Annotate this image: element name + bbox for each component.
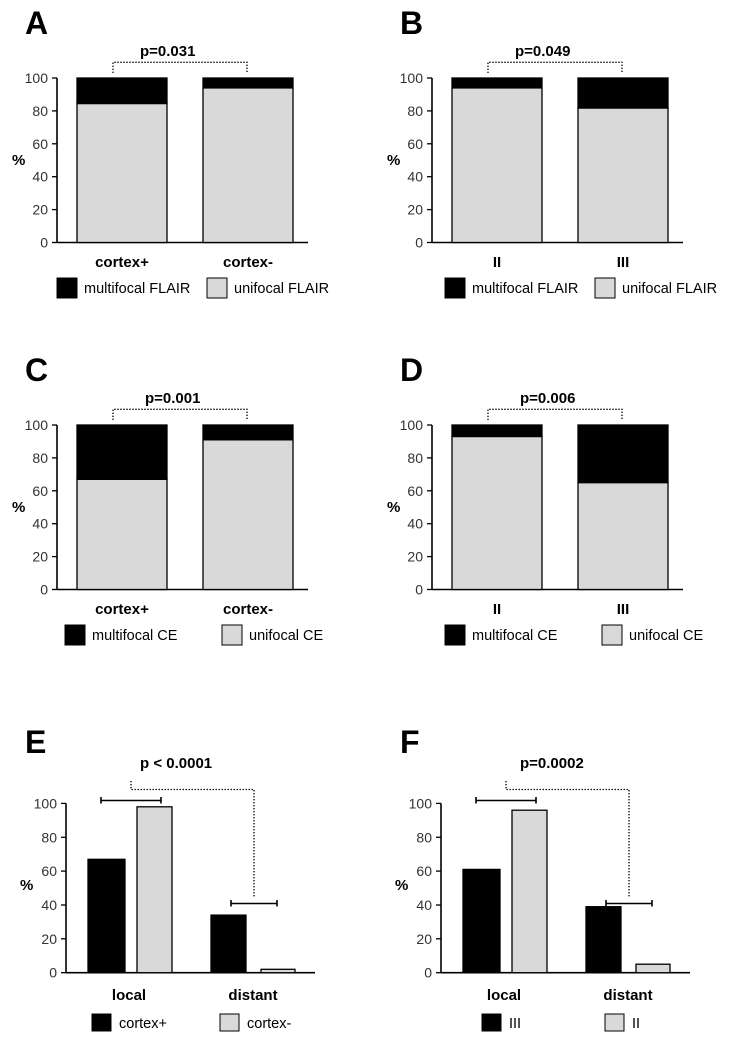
svg-text:80: 80 <box>416 829 432 845</box>
svg-text:multifocal CE: multifocal CE <box>472 628 558 644</box>
svg-text:60: 60 <box>407 136 423 152</box>
svg-text:p=0.049: p=0.049 <box>515 43 570 60</box>
svg-text:20: 20 <box>407 549 423 565</box>
svg-text:III: III <box>509 1016 521 1032</box>
svg-text:local: local <box>487 987 521 1004</box>
svg-text:cortex+: cortex+ <box>119 1016 167 1032</box>
svg-text:0: 0 <box>415 235 423 251</box>
svg-text:F: F <box>400 724 420 760</box>
svg-text:%: % <box>12 152 25 169</box>
svg-text:cortex-: cortex- <box>223 254 273 271</box>
svg-text:distant: distant <box>228 987 277 1004</box>
svg-text:60: 60 <box>32 483 48 499</box>
svg-text:100: 100 <box>34 795 58 811</box>
svg-text:60: 60 <box>41 863 57 879</box>
svg-text:cortex+: cortex+ <box>95 601 149 618</box>
svg-text:20: 20 <box>32 549 48 565</box>
svg-text:%: % <box>20 877 33 894</box>
svg-text:p=0.001: p=0.001 <box>145 390 200 407</box>
svg-text:20: 20 <box>41 931 57 947</box>
svg-text:III: III <box>617 254 630 271</box>
svg-text:20: 20 <box>32 202 48 218</box>
svg-text:20: 20 <box>416 931 432 947</box>
svg-text:40: 40 <box>32 169 48 185</box>
svg-text:p < 0.0001: p < 0.0001 <box>140 755 212 772</box>
svg-text:unifocal CE: unifocal CE <box>629 628 703 644</box>
svg-text:unifocal FLAIR: unifocal FLAIR <box>622 281 717 297</box>
svg-text:40: 40 <box>407 169 423 185</box>
svg-text:80: 80 <box>407 103 423 119</box>
svg-text:100: 100 <box>400 70 424 86</box>
svg-text:0: 0 <box>49 965 57 981</box>
svg-text:p=0.031: p=0.031 <box>140 43 195 60</box>
svg-text:80: 80 <box>32 450 48 466</box>
svg-text:cortex-: cortex- <box>223 601 273 618</box>
svg-text:multifocal FLAIR: multifocal FLAIR <box>84 281 190 297</box>
svg-text:60: 60 <box>32 136 48 152</box>
svg-text:100: 100 <box>409 795 433 811</box>
svg-text:20: 20 <box>407 202 423 218</box>
svg-text:100: 100 <box>25 70 49 86</box>
svg-text:unifocal FLAIR: unifocal FLAIR <box>234 281 329 297</box>
svg-text:p=0.006: p=0.006 <box>520 390 575 407</box>
svg-text:C: C <box>25 352 48 388</box>
svg-text:p=0.0002: p=0.0002 <box>520 755 584 772</box>
svg-text:A: A <box>25 5 48 41</box>
svg-text:60: 60 <box>407 483 423 499</box>
svg-text:80: 80 <box>41 829 57 845</box>
svg-text:cortex+: cortex+ <box>95 254 149 271</box>
svg-text:0: 0 <box>40 582 48 598</box>
svg-text:%: % <box>12 499 25 516</box>
svg-text:multifocal FLAIR: multifocal FLAIR <box>472 281 578 297</box>
svg-text:E: E <box>25 724 46 760</box>
svg-text:100: 100 <box>25 417 49 433</box>
svg-text:0: 0 <box>424 965 432 981</box>
svg-text:0: 0 <box>40 235 48 251</box>
svg-text:unifocal CE: unifocal CE <box>249 628 323 644</box>
svg-text:%: % <box>395 877 408 894</box>
svg-text:%: % <box>387 499 400 516</box>
svg-text:40: 40 <box>416 897 432 913</box>
svg-text:100: 100 <box>400 417 424 433</box>
svg-text:distant: distant <box>603 987 652 1004</box>
svg-text:0: 0 <box>415 582 423 598</box>
svg-text:40: 40 <box>32 516 48 532</box>
svg-text:40: 40 <box>41 897 57 913</box>
svg-text:multifocal CE: multifocal CE <box>92 628 178 644</box>
svg-text:local: local <box>112 987 146 1004</box>
svg-text:cortex-: cortex- <box>247 1016 291 1032</box>
svg-text:B: B <box>400 5 423 41</box>
svg-text:40: 40 <box>407 516 423 532</box>
svg-text:80: 80 <box>32 103 48 119</box>
svg-text:60: 60 <box>416 863 432 879</box>
svg-text:II: II <box>493 254 501 271</box>
svg-text:D: D <box>400 352 423 388</box>
svg-text:II: II <box>632 1016 640 1032</box>
svg-text:III: III <box>617 601 630 618</box>
svg-text:II: II <box>493 601 501 618</box>
svg-text:80: 80 <box>407 450 423 466</box>
svg-text:%: % <box>387 152 400 169</box>
